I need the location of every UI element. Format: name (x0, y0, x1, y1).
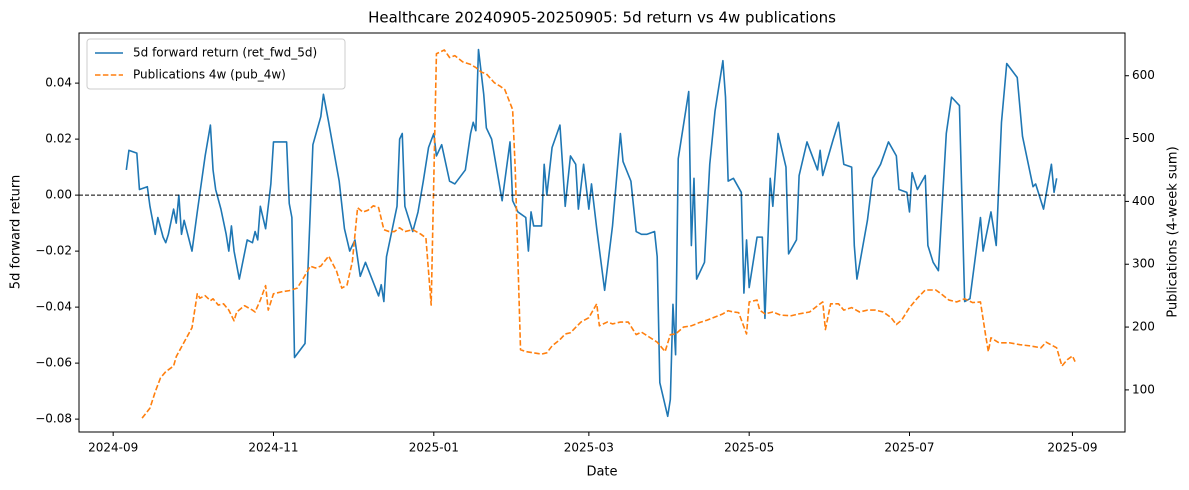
y-tick-label: 0.04 (45, 76, 72, 90)
y2-tick-label: 500 (1132, 131, 1155, 145)
x-tick-label: 2025-07 (884, 441, 934, 455)
chart-title: Healthcare 20240905-20250905: 5d return … (368, 9, 836, 27)
x-tick-label: 2025-05 (724, 441, 774, 455)
y-tick-label: 0.02 (45, 132, 72, 146)
y-tick-label: 0.00 (45, 188, 72, 202)
y-tick-label: −0.04 (35, 300, 72, 314)
x-tick-label: 2025-09 (1047, 441, 1097, 455)
legend-box (86, 38, 346, 90)
x-axis-label: Date (586, 465, 617, 480)
y2-tick-label: 200 (1132, 320, 1155, 334)
y-tick-label: −0.02 (35, 244, 72, 258)
y-axis-label: 5d forward return (9, 175, 24, 289)
x-tick-label: 2024-09 (88, 441, 138, 455)
y2-axis-label: Publications (4-week sum) (1166, 146, 1181, 317)
y-tick-label: −0.06 (35, 356, 72, 370)
y2-tick-label: 100 (1132, 382, 1155, 396)
y2-tick-label: 600 (1132, 68, 1155, 82)
series-line (141, 49, 1076, 419)
legend-label: Publications 4w (pub_4w) (133, 68, 286, 82)
x-tick-label: 2025-01 (409, 441, 459, 455)
y2-tick-label: 400 (1132, 194, 1155, 208)
plot-frame (78, 32, 1126, 433)
y2-tick-label: 300 (1132, 257, 1155, 271)
x-tick-label: 2024-11 (248, 441, 298, 455)
legend-label: 5d forward return (ret_fwd_5d) (133, 46, 317, 60)
x-tick-label: 2025-03 (564, 441, 614, 455)
y-tick-label: −0.08 (35, 412, 72, 426)
series-line (125, 48, 1058, 418)
